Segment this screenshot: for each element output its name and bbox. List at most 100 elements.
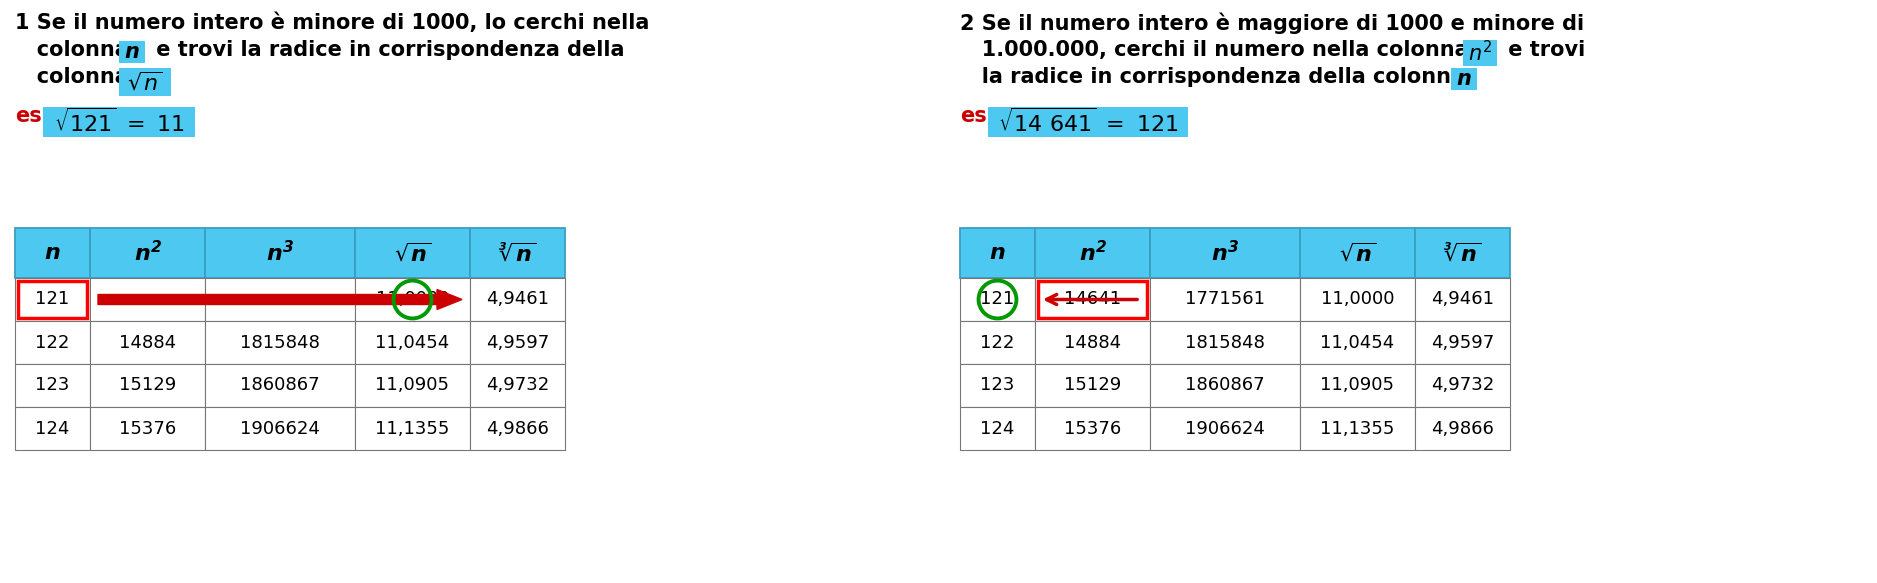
Bar — [15, 278, 90, 321]
Text: 4,9597: 4,9597 — [1430, 333, 1494, 352]
Text: 11,0454: 11,0454 — [375, 333, 450, 352]
Bar — [1151, 364, 1301, 407]
Bar — [15, 228, 90, 278]
Bar — [118, 68, 171, 96]
Text: $\bfit{\sqrt{n}}$: $\bfit{\sqrt{n}}$ — [1338, 241, 1376, 265]
Bar — [1451, 68, 1477, 90]
Text: $\sqrt{121}\ =\ 11$: $\sqrt{121}\ =\ 11$ — [54, 108, 184, 136]
Text: 14884: 14884 — [118, 333, 176, 352]
Text: 11,0905: 11,0905 — [375, 377, 449, 395]
Text: es: es — [15, 106, 41, 126]
Bar — [1151, 321, 1301, 364]
Bar — [205, 364, 355, 407]
Bar — [355, 321, 469, 364]
Text: $\bfit{n}$: $\bfit{n}$ — [45, 243, 60, 263]
Text: 14884: 14884 — [1064, 333, 1121, 352]
Bar — [90, 321, 205, 364]
Bar — [355, 228, 469, 278]
Bar — [1462, 40, 1498, 66]
Text: 121: 121 — [980, 290, 1015, 308]
Text: 4,9597: 4,9597 — [486, 333, 550, 352]
Text: 4,9732: 4,9732 — [1430, 377, 1494, 395]
Bar — [205, 407, 355, 450]
Bar — [355, 364, 469, 407]
Bar — [959, 228, 1034, 278]
Bar — [1034, 321, 1151, 364]
Bar — [1301, 407, 1415, 450]
Text: 4,9866: 4,9866 — [1430, 420, 1494, 437]
Text: 123: 123 — [36, 377, 69, 395]
Text: $\bfit{n}$: $\bfit{n}$ — [989, 243, 1006, 263]
Text: 11,1355: 11,1355 — [375, 420, 450, 437]
Bar — [205, 278, 355, 321]
Bar — [205, 321, 355, 364]
Text: $\bfit{\sqrt{n}}$: $\bfit{\sqrt{n}}$ — [394, 241, 432, 265]
Text: 15376: 15376 — [1064, 420, 1121, 437]
Bar — [469, 228, 565, 278]
Text: 15376: 15376 — [118, 420, 176, 437]
Text: 15129: 15129 — [1064, 377, 1121, 395]
Text: colonna: colonna — [15, 40, 135, 60]
Text: $\bfit{n}^{\bfit{3}}$: $\bfit{n}^{\bfit{3}}$ — [1211, 240, 1239, 266]
Bar — [1301, 278, 1415, 321]
Polygon shape — [98, 290, 462, 310]
Text: 1815848: 1815848 — [1184, 333, 1265, 352]
Bar — [469, 278, 565, 321]
Bar — [1415, 364, 1509, 407]
Text: 15129: 15129 — [118, 377, 176, 395]
Bar — [1034, 407, 1151, 450]
Bar — [1038, 281, 1147, 318]
Bar — [1301, 364, 1415, 407]
Text: 122: 122 — [36, 333, 69, 352]
Text: $\sqrt{n}$: $\sqrt{n}$ — [128, 71, 163, 93]
Text: es: es — [959, 106, 987, 126]
Text: $\bfit{n}^{\bfit{2}}$: $\bfit{n}^{\bfit{2}}$ — [133, 240, 161, 266]
Bar — [355, 407, 469, 450]
Text: 4,9461: 4,9461 — [1430, 290, 1494, 308]
Text: 123: 123 — [980, 377, 1015, 395]
Bar — [1034, 278, 1151, 321]
Text: 1860867: 1860867 — [240, 377, 319, 395]
Text: 2 Se il numero intero è maggiore di 1000 e minore di: 2 Se il numero intero è maggiore di 1000… — [959, 13, 1584, 34]
Text: 4,9461: 4,9461 — [486, 290, 548, 308]
Bar — [987, 107, 1188, 137]
Bar — [43, 107, 195, 137]
Text: $n^2$: $n^2$ — [1468, 40, 1492, 66]
Text: n: n — [1457, 69, 1472, 89]
Text: $\bfit{n}^{\bfit{2}}$: $\bfit{n}^{\bfit{2}}$ — [1079, 240, 1106, 266]
Text: 1906624: 1906624 — [1184, 420, 1265, 437]
Text: 11,0000: 11,0000 — [1321, 290, 1395, 308]
Text: 122: 122 — [980, 333, 1015, 352]
Text: 124: 124 — [980, 420, 1015, 437]
Text: e trovi: e trovi — [1502, 40, 1586, 60]
Bar — [469, 407, 565, 450]
Text: 121: 121 — [36, 290, 69, 308]
Bar — [959, 321, 1034, 364]
Bar — [1415, 278, 1509, 321]
Bar — [90, 364, 205, 407]
Bar — [90, 278, 205, 321]
Bar — [1415, 228, 1509, 278]
Text: 1860867: 1860867 — [1184, 377, 1265, 395]
Bar — [1151, 228, 1301, 278]
Text: $\sqrt{14\ 641}\ =\ 121$: $\sqrt{14\ 641}\ =\ 121$ — [999, 108, 1179, 136]
Bar — [1034, 228, 1151, 278]
Text: $\bfit{n}^{\bfit{3}}$: $\bfit{n}^{\bfit{3}}$ — [267, 240, 295, 266]
Bar — [90, 228, 205, 278]
Text: 1815848: 1815848 — [240, 333, 319, 352]
Bar — [19, 281, 86, 318]
Text: $\bfit{\sqrt[3]{n}}$: $\bfit{\sqrt[3]{n}}$ — [1443, 241, 1481, 265]
Bar — [1034, 364, 1151, 407]
Text: 1771561: 1771561 — [1184, 290, 1265, 308]
Text: e trovi la radice in corrispondenza della: e trovi la radice in corrispondenza dell… — [148, 40, 625, 60]
Bar — [1301, 321, 1415, 364]
Bar — [15, 407, 90, 450]
Bar — [1151, 278, 1301, 321]
Text: 4,9732: 4,9732 — [486, 377, 550, 395]
Bar — [959, 407, 1034, 450]
Text: 11,0000: 11,0000 — [375, 290, 449, 308]
Bar — [959, 364, 1034, 407]
Text: 11,0905: 11,0905 — [1321, 377, 1395, 395]
Text: 11,0454: 11,0454 — [1320, 333, 1395, 352]
Text: 1 Se il numero intero è minore di 1000, lo cerchi nella: 1 Se il numero intero è minore di 1000, … — [15, 13, 649, 33]
